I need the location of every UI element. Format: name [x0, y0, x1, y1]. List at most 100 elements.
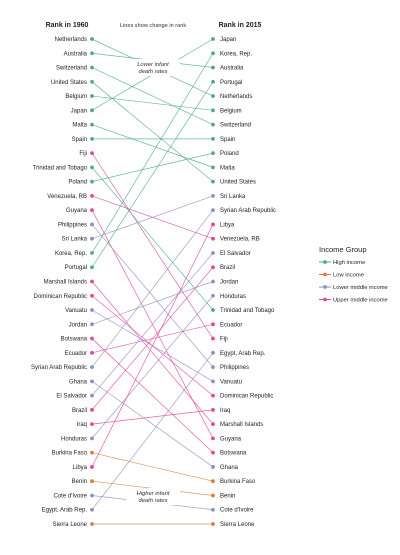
label-2015-philippines: Philippines	[220, 365, 249, 371]
label-2015-egypt-arab-rep: Egypt, Arab Rep.	[220, 351, 266, 357]
label-2015-ecuador: Ecuador	[220, 322, 242, 328]
legend-item-lower_middle: Lower middle income	[319, 285, 388, 291]
label-1960-benin: Benin	[72, 479, 87, 485]
legend-label: Upper middle income	[333, 298, 388, 304]
annotation-higher-line1: Higher infant	[137, 491, 170, 497]
legend-item-high: High income	[319, 260, 365, 266]
label-1960-guyana: Guyana	[66, 208, 88, 214]
label-2015-malta: Malta	[220, 165, 235, 171]
point-2015-portugal	[211, 79, 215, 84]
slope-line-burkina-faso	[91, 452, 214, 482]
label-2015-sri-lanka: Sri Lanka	[220, 194, 246, 200]
legend: Income Group High income Low income Lower …	[319, 245, 388, 304]
label-1960-trinidad-and-tobago: Trinidad and Tobago	[33, 165, 88, 171]
point-1960-ghana	[90, 379, 94, 384]
point-2015-switzerland	[211, 122, 215, 127]
point-1960-burkina-faso	[90, 450, 94, 455]
label-2015-marshall-islands: Marshall Islands	[220, 422, 263, 428]
label-2015-botswana: Botswana	[220, 451, 247, 457]
slope-line-honduras	[91, 295, 214, 439]
annotation-lower: Lower infant death rates	[126, 59, 180, 76]
label-1960-libya: Libya	[73, 465, 88, 471]
slope-line-el-salvador	[91, 252, 214, 396]
point-2015-jordan	[211, 279, 215, 284]
point-1960-trinidad-and-tobago	[90, 165, 94, 170]
point-2015-benin	[211, 493, 215, 498]
point-2015-poland	[211, 151, 215, 156]
label-1960-belgium: Belgium	[65, 94, 87, 100]
legend-swatch-dot	[323, 260, 327, 264]
label-2015-fiji: Fiji	[220, 337, 228, 343]
slope-line-belgium	[91, 95, 214, 111]
point-1960-honduras	[90, 436, 94, 441]
label-2015-sierra-leone: Sierra Leone	[220, 522, 255, 528]
label-1960-iraq: Iraq	[77, 422, 87, 428]
legend-label: Low income	[333, 273, 364, 279]
label-1960-syrian-arab-republic: Syrian Arab Republic	[31, 365, 87, 371]
point-1960-japan	[90, 108, 94, 113]
label-1960-botswana: Botswana	[61, 337, 88, 343]
point-1960-jordan	[90, 322, 94, 327]
point-2015-brazil	[211, 265, 215, 270]
header-2015: Rank in 2015	[219, 22, 262, 29]
point-1960-ecuador	[90, 350, 94, 355]
label-2015-vanuatu: Vanuatu	[220, 379, 242, 385]
slope-points	[90, 37, 215, 526]
point-1960-malta	[90, 122, 94, 127]
point-1960-dominican-republic	[90, 293, 94, 298]
point-1960-australia	[90, 51, 94, 56]
label-2015-brazil: Brazil	[220, 265, 235, 271]
label-2015-honduras: Honduras	[220, 294, 246, 300]
point-2015-marshall-islands	[211, 422, 215, 427]
point-1960-vanuatu	[90, 308, 94, 312]
legend-label: Lower middle income	[333, 285, 388, 291]
slope-line-trinidad-and-tobago	[91, 167, 214, 311]
point-2015-cote-d-ivoire	[211, 507, 215, 512]
label-1960-spain: Spain	[72, 137, 87, 143]
label-1960-fiji: Fiji	[79, 151, 87, 157]
point-2015-ghana	[211, 465, 215, 469]
label-2015-syrian-arab-republic: Syrian Arab Republic	[220, 208, 276, 214]
point-2015-sierra-leone	[211, 522, 215, 526]
point-1960-syrian-arab-republic	[90, 365, 94, 369]
label-1960-brazil: Brazil	[72, 408, 87, 414]
label-1960-japan: Japan	[71, 108, 87, 114]
slope-line-syrian-arab-republic	[91, 209, 214, 368]
annotation-lower-line1: Lower infant	[137, 62, 169, 68]
point-2015-iraq	[211, 407, 215, 412]
label-2015-dominican-republic: Dominican Republic	[220, 394, 273, 400]
label-1960-egypt-arab-rep: Egypt, Arab Rep.	[42, 508, 88, 514]
slope-line-switzerland	[91, 67, 214, 125]
point-2015-ecuador	[211, 322, 215, 327]
point-2015-honduras	[211, 293, 215, 298]
point-1960-fiji	[90, 151, 94, 156]
label-1960-sierra-leone: Sierra Leone	[53, 522, 88, 528]
point-1960-switzerland	[90, 65, 94, 70]
point-1960-guyana	[90, 208, 94, 213]
label-1960-switzerland: Switzerland	[56, 66, 87, 72]
slope-line-poland	[91, 152, 214, 182]
point-2015-egypt-arab-rep	[211, 350, 215, 355]
legend-label: High income	[333, 260, 365, 266]
point-2015-el-salvador	[211, 251, 215, 255]
label-1960-burkina-faso: Burkina Faso	[52, 451, 88, 457]
label-2015-libya: Libya	[220, 222, 235, 228]
label-1960-poland: Poland	[68, 180, 87, 186]
label-1960-korea-rep: Korea, Rep.	[55, 251, 87, 257]
label-2015-cote-d-ivoire: Cote d'Ivoire	[220, 508, 254, 514]
point-2015-japan	[211, 37, 215, 41]
point-1960-marshall-islands	[90, 279, 94, 284]
point-2015-netherlands	[211, 94, 215, 98]
point-2015-sri-lanka	[211, 194, 215, 198]
label-2015-benin: Benin	[220, 493, 235, 499]
label-1960-sri-lanka: Sri Lanka	[62, 237, 88, 243]
point-1960-spain	[90, 136, 94, 141]
legend-item-low: Low income	[319, 273, 364, 279]
legend-swatch-dot	[323, 285, 327, 289]
label-2015-portugal: Portugal	[220, 80, 242, 86]
label-2015-australia: Australia	[220, 66, 244, 72]
label-2015-korea-rep: Korea, Rep.	[220, 51, 252, 57]
legend-swatch-dot	[323, 272, 327, 277]
slope-line-malta	[91, 124, 214, 168]
